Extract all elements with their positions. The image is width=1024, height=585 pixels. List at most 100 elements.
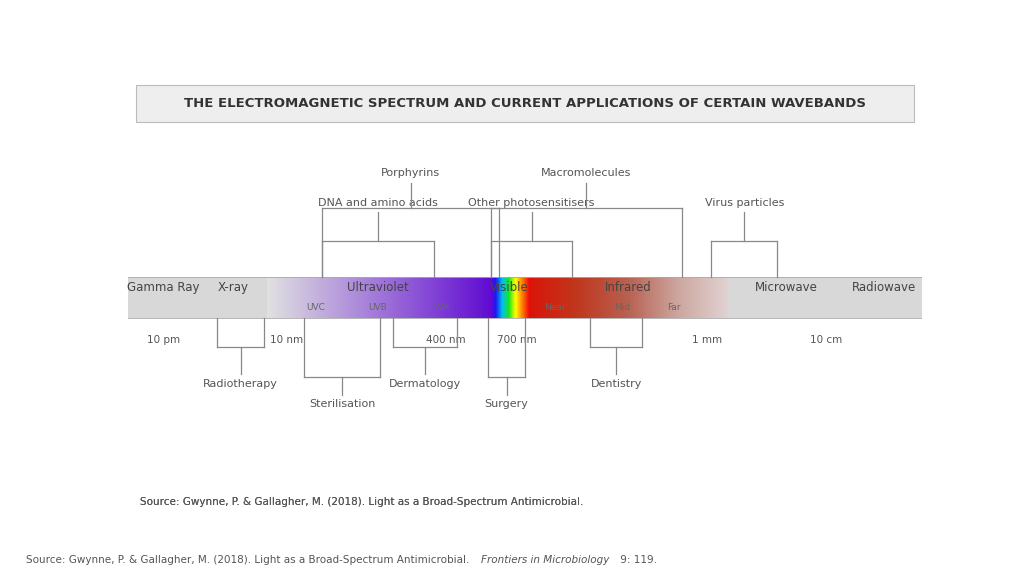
Bar [663,277,664,318]
Bar [613,277,614,318]
Bar [410,277,412,318]
Bar [624,277,625,318]
Bar [384,277,385,318]
Bar [302,277,303,318]
Bar [678,277,679,318]
Bar [466,277,468,318]
Bar [305,277,307,318]
Bar [545,277,546,318]
Bar [446,277,449,318]
Bar [564,277,566,318]
Bar [720,277,721,318]
Bar [601,277,602,318]
Text: Dermatology: Dermatology [389,378,462,389]
Bar [702,277,705,318]
Bar [628,277,629,318]
Bar [657,277,659,318]
Bar [428,277,429,318]
Bar [592,277,594,318]
Bar [705,277,706,318]
Bar [719,277,721,318]
Bar [350,277,351,318]
Bar [289,277,291,318]
Bar [675,277,677,318]
Bar [698,277,700,318]
Text: Near: Near [544,303,565,312]
Bar [307,277,308,318]
Bar [483,277,484,318]
Bar [312,277,313,318]
Bar [561,277,562,318]
Bar [640,277,641,318]
Bar [304,277,305,318]
Bar [389,277,390,318]
Bar [574,277,575,318]
Bar [622,277,624,318]
Bar [550,277,551,318]
Bar [641,277,643,318]
Bar [678,277,680,318]
Bar [465,277,466,318]
Bar [669,277,671,318]
Bar [360,277,362,318]
Bar [456,277,458,318]
Bar [681,277,682,318]
Bar [547,277,549,318]
Bar [646,277,647,318]
Bar [634,277,635,318]
Bar [599,277,601,318]
Bar [709,277,710,318]
Bar [444,277,445,318]
Bar [464,277,466,318]
Bar [697,277,698,318]
Bar [717,277,718,318]
Bar [653,277,655,318]
Bar [475,277,476,318]
Bar [391,277,393,318]
Bar [438,277,439,318]
Bar [486,277,488,318]
Bar [476,277,478,318]
Bar [626,277,627,318]
Bar [373,277,375,318]
Text: Frontiers in Microbiology: Frontiers in Microbiology [481,555,610,566]
Bar [614,277,615,318]
Bar [655,277,656,318]
Bar [477,277,479,318]
Text: 400 nm: 400 nm [426,335,465,346]
Bar [376,277,377,318]
Bar [486,277,487,318]
Bar [337,277,339,318]
Bar [548,277,550,318]
Bar [323,277,324,318]
Bar [377,277,378,318]
Bar [643,277,645,318]
Bar [395,277,397,318]
Bar [671,277,672,318]
Bar [430,277,432,318]
Bar [311,277,313,318]
Bar [642,277,643,318]
Bar [268,277,270,318]
Bar [312,277,314,318]
Bar [313,277,315,318]
Bar [324,277,326,318]
Bar [676,277,677,318]
Bar [290,277,292,318]
Bar [324,277,325,318]
Bar [428,277,430,318]
Bar [539,277,540,318]
Bar [487,277,489,318]
Bar [310,277,312,318]
Bar [659,277,660,318]
Bar [285,277,286,318]
Bar [564,277,565,318]
Bar [410,277,411,318]
Bar [273,277,275,318]
Bar [638,277,639,318]
Bar [425,277,426,318]
Bar [572,277,573,318]
Bar [414,277,415,318]
Bar [534,277,535,318]
Bar [645,277,646,318]
